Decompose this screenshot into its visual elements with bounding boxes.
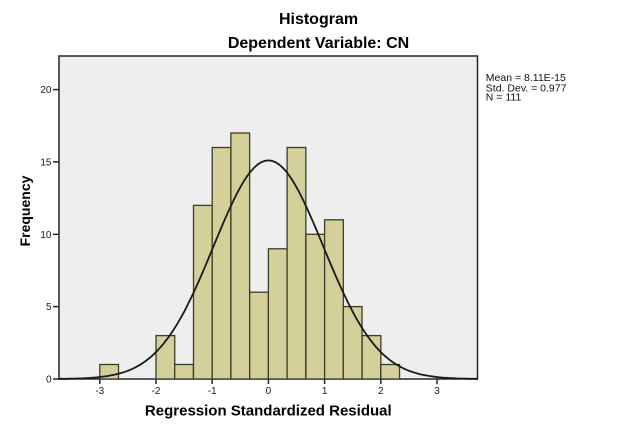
svg-text:0: 0 xyxy=(46,375,52,386)
svg-text:Std. Dev. = 0.977: Std. Dev. = 0.977 xyxy=(486,82,567,94)
svg-text:5: 5 xyxy=(46,302,52,313)
svg-text:0: 0 xyxy=(266,386,272,397)
svg-text:2: 2 xyxy=(378,386,384,397)
svg-text:Frequency: Frequency xyxy=(17,175,33,246)
svg-text:20: 20 xyxy=(40,85,52,96)
svg-text:-1: -1 xyxy=(208,386,217,397)
svg-text:-2: -2 xyxy=(152,386,161,397)
svg-text:Histogram: Histogram xyxy=(279,11,358,28)
svg-text:-3: -3 xyxy=(95,386,104,397)
svg-text:Mean = 8.11E-15: Mean = 8.11E-15 xyxy=(486,72,566,84)
svg-text:10: 10 xyxy=(40,230,52,241)
svg-text:N = 111: N = 111 xyxy=(486,92,522,104)
svg-text:3: 3 xyxy=(434,386,440,397)
svg-text:Dependent Variable: CN: Dependent Variable: CN xyxy=(228,35,409,52)
svg-text:15: 15 xyxy=(40,157,52,168)
svg-text:Regression Standardized Residu: Regression Standardized Residual xyxy=(145,403,392,420)
svg-text:1: 1 xyxy=(322,386,328,397)
